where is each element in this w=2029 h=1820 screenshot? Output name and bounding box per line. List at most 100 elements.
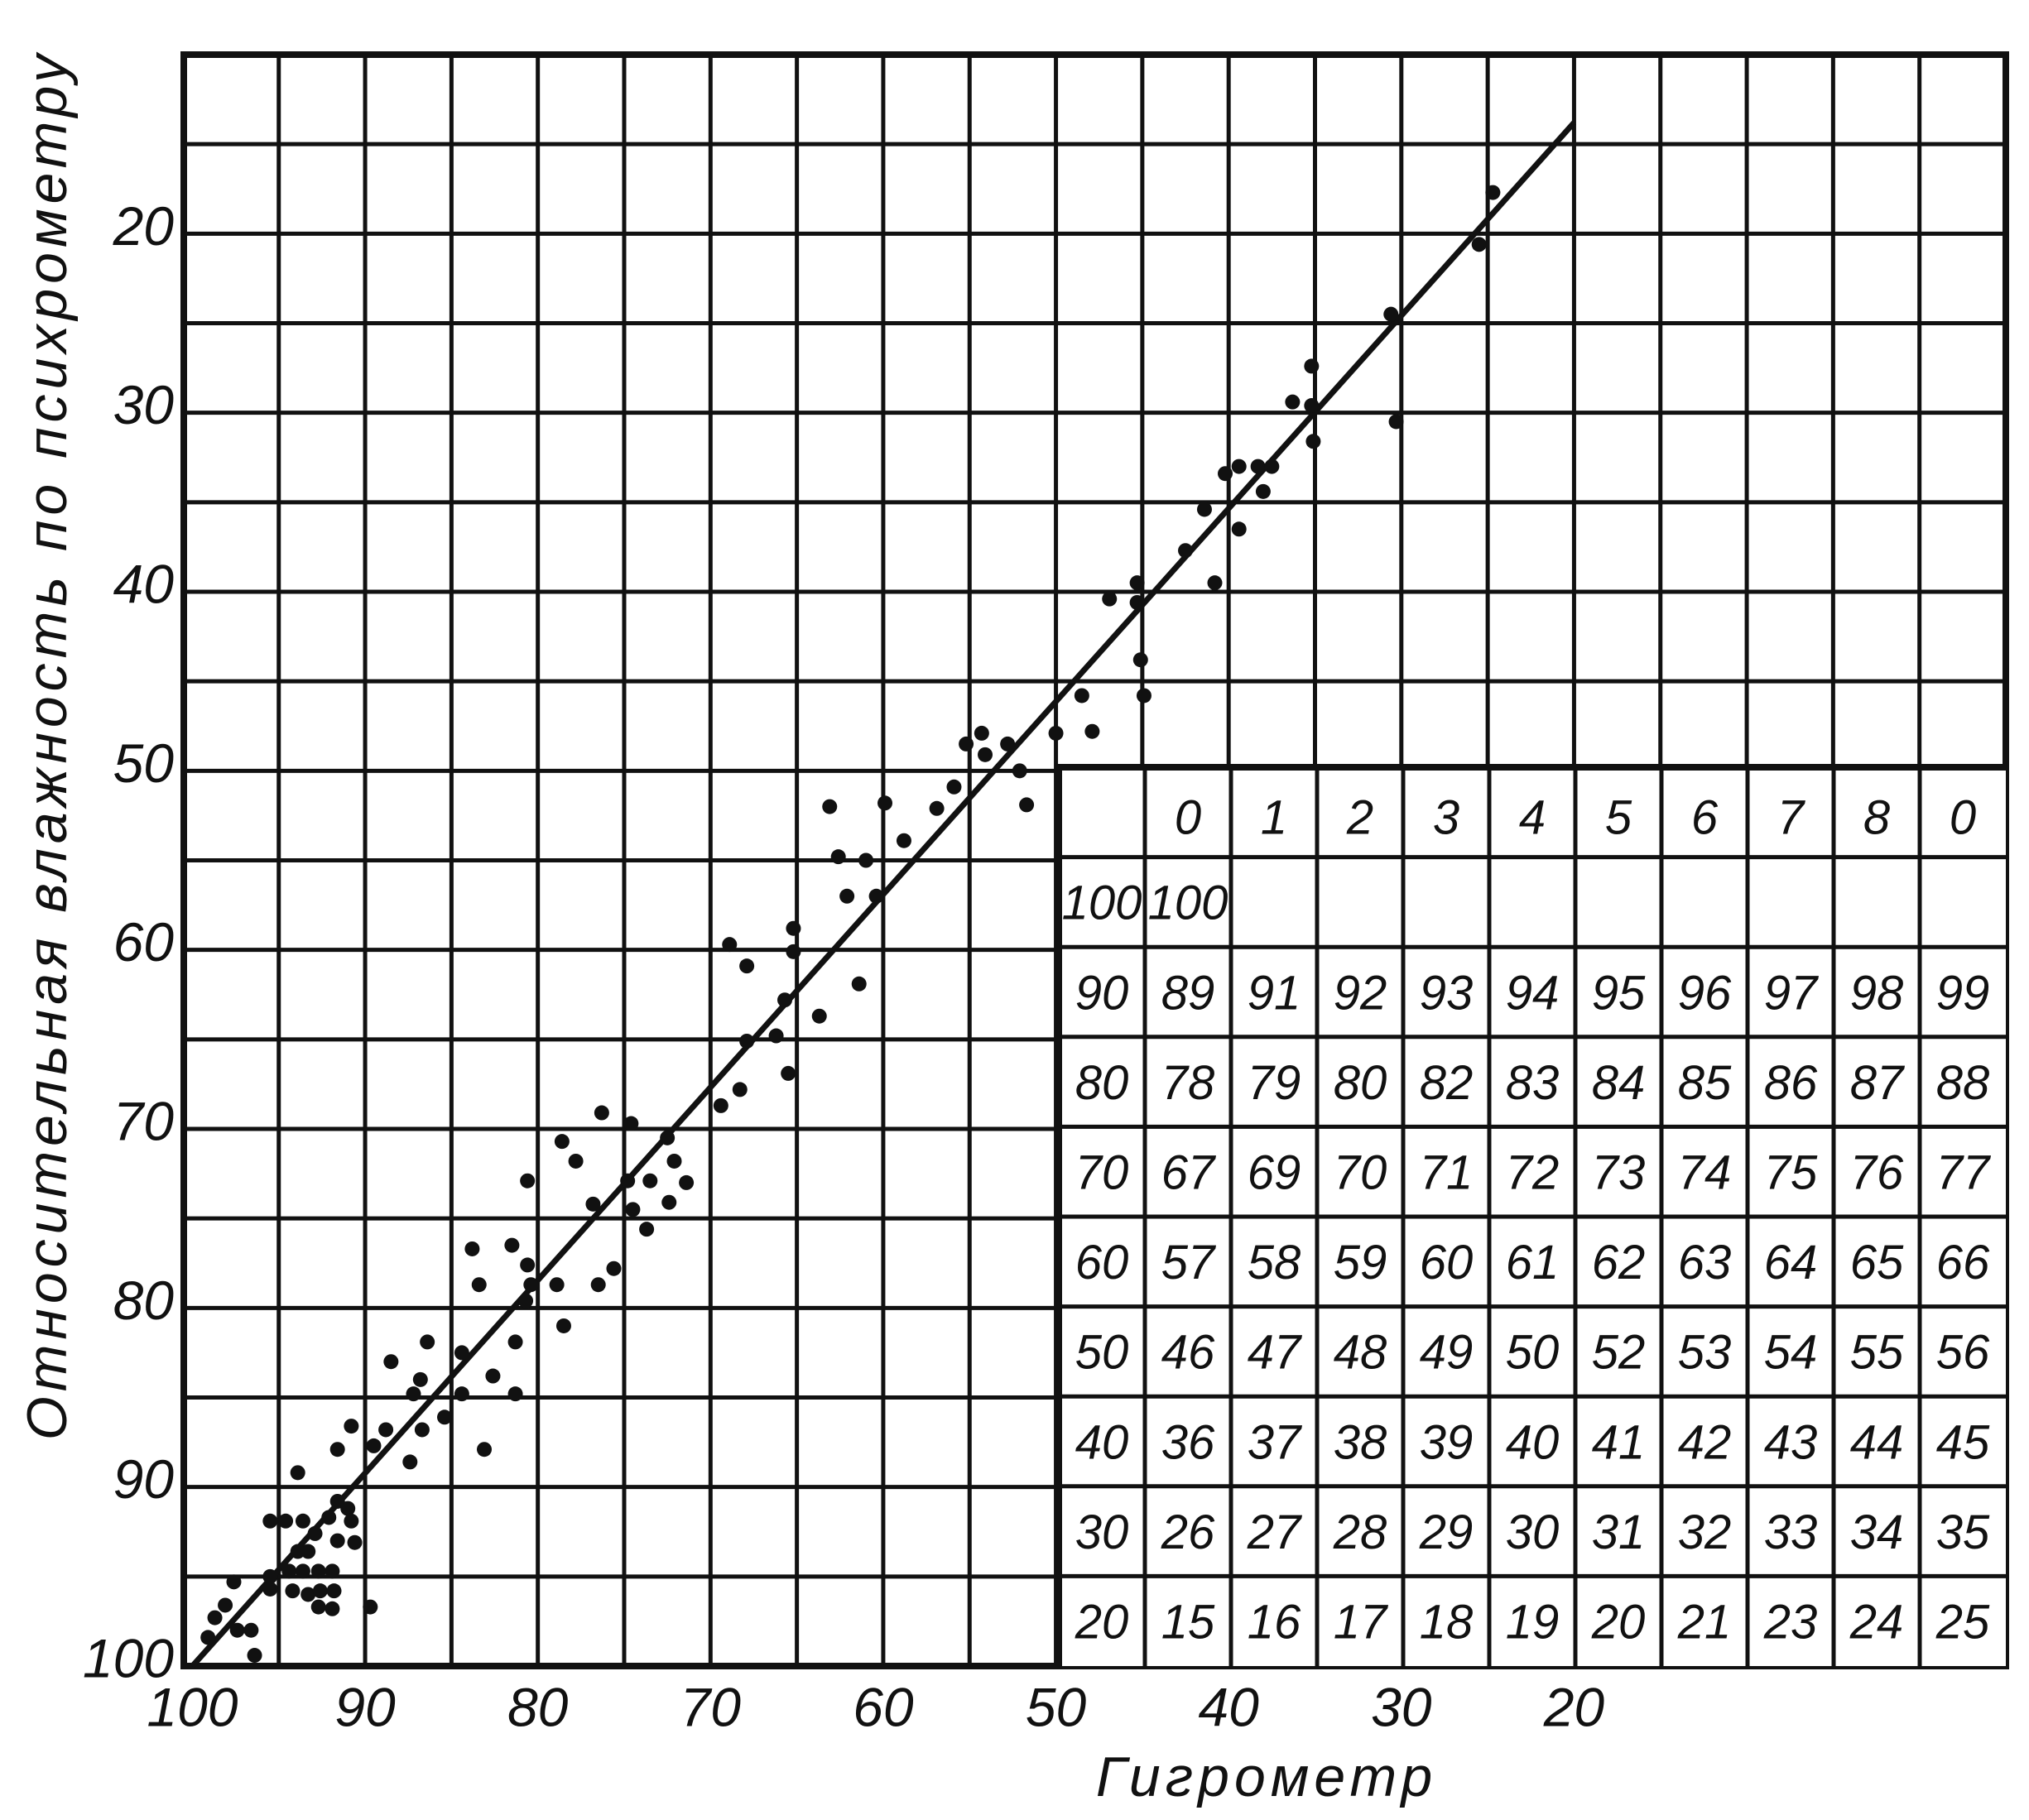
point xyxy=(329,1533,345,1549)
point xyxy=(1304,398,1320,414)
point xyxy=(549,1277,565,1293)
point xyxy=(262,1581,278,1597)
table-cell: 17 xyxy=(1334,1595,1389,1649)
point xyxy=(406,1386,421,1402)
table-cell: 88 xyxy=(1936,1056,1990,1110)
table-header: 0 xyxy=(1175,790,1201,844)
point xyxy=(218,1597,233,1613)
point xyxy=(243,1622,259,1638)
table-cell: 65 xyxy=(1850,1236,1904,1289)
table-cell: 31 xyxy=(1592,1505,1646,1559)
y-tick-label: 40 xyxy=(113,553,175,614)
y-tick-label: 90 xyxy=(113,1448,175,1510)
table-cell: 53 xyxy=(1678,1326,1732,1380)
point xyxy=(1074,688,1089,704)
point xyxy=(1019,797,1035,813)
table-row-label: 80 xyxy=(1075,1056,1129,1110)
table-header: 1 xyxy=(1261,790,1287,844)
point xyxy=(594,1105,609,1121)
table-row-label: 20 xyxy=(1075,1595,1129,1649)
table-cell: 64 xyxy=(1764,1236,1818,1289)
point xyxy=(555,1318,571,1333)
point xyxy=(585,1196,601,1212)
point xyxy=(278,1513,294,1529)
table-header: 6 xyxy=(1691,790,1719,844)
table-row-label: 90 xyxy=(1075,966,1129,1020)
point xyxy=(768,1028,784,1044)
point xyxy=(414,1422,430,1438)
point xyxy=(1383,306,1399,322)
x-tick-label: 90 xyxy=(334,1676,396,1737)
table-cell: 25 xyxy=(1935,1595,1990,1649)
point xyxy=(290,1544,305,1559)
point xyxy=(366,1438,382,1453)
point xyxy=(295,1513,310,1529)
point xyxy=(281,1563,297,1579)
table-header: 7 xyxy=(1777,790,1806,844)
table-cell: 92 xyxy=(1334,966,1387,1020)
table-cell: 26 xyxy=(1161,1505,1215,1559)
y-tick-label: 50 xyxy=(113,732,175,794)
point xyxy=(1132,652,1148,668)
table-cell: 32 xyxy=(1678,1505,1732,1559)
point xyxy=(329,1493,345,1509)
table-header: 5 xyxy=(1605,790,1632,844)
table-cell: 47 xyxy=(1248,1326,1303,1380)
table-cell: 16 xyxy=(1248,1595,1301,1649)
table-cell: 52 xyxy=(1592,1326,1646,1380)
table-header: 8 xyxy=(1863,790,1890,844)
table-row-label: 100 xyxy=(1062,876,1142,930)
point xyxy=(326,1583,342,1599)
table-row-label: 70 xyxy=(1075,1145,1129,1199)
table-cell: 57 xyxy=(1161,1236,1217,1289)
table-cell: 61 xyxy=(1506,1236,1560,1289)
point xyxy=(739,1033,755,1049)
table-cell: 44 xyxy=(1850,1415,1904,1469)
point xyxy=(229,1622,245,1638)
point xyxy=(344,1419,359,1434)
x-tick-label: 70 xyxy=(680,1676,742,1737)
table-cell: 45 xyxy=(1936,1415,1990,1469)
table-row-label: 30 xyxy=(1075,1505,1129,1559)
point xyxy=(568,1153,584,1169)
table-cell: 79 xyxy=(1248,1056,1301,1110)
point xyxy=(929,800,945,816)
table-row-label: 50 xyxy=(1075,1326,1129,1380)
x-tick-label: 80 xyxy=(507,1676,569,1737)
table-row-label: 60 xyxy=(1075,1236,1129,1289)
table-cell: 30 xyxy=(1506,1505,1560,1559)
point xyxy=(777,992,793,1008)
point xyxy=(321,1510,337,1525)
point xyxy=(639,1222,655,1237)
y-tick-label: 80 xyxy=(113,1270,175,1331)
point xyxy=(290,1465,305,1481)
table-cell: 18 xyxy=(1420,1595,1474,1649)
table-row-label: 40 xyxy=(1075,1415,1129,1469)
point xyxy=(1012,763,1027,779)
table-cell: 91 xyxy=(1248,966,1301,1020)
point xyxy=(606,1261,622,1276)
table-cell: 43 xyxy=(1764,1415,1818,1469)
table-cell: 24 xyxy=(1849,1595,1904,1649)
point xyxy=(301,1544,316,1559)
table-cell: 66 xyxy=(1936,1236,1990,1289)
point xyxy=(340,1501,356,1516)
table-cell: 93 xyxy=(1420,966,1474,1020)
y-axis-label: Относительная влажность по психрометру xyxy=(16,50,79,1440)
table-cell: 23 xyxy=(1763,1595,1818,1649)
table-cell: 96 xyxy=(1678,966,1732,1020)
point xyxy=(507,1334,523,1350)
table-cell: 34 xyxy=(1850,1505,1904,1559)
point xyxy=(554,1134,570,1150)
table-cell: 77 xyxy=(1936,1145,1992,1199)
point xyxy=(1129,594,1145,610)
y-tick-label: 20 xyxy=(113,195,175,257)
point xyxy=(739,958,755,974)
table-cell: 100 xyxy=(1148,876,1228,930)
table-cell: 42 xyxy=(1678,1415,1732,1469)
table-cell: 50 xyxy=(1506,1326,1560,1380)
x-tick-label: 30 xyxy=(1371,1676,1432,1737)
point xyxy=(402,1454,418,1470)
table-cell: 97 xyxy=(1764,966,1820,1020)
